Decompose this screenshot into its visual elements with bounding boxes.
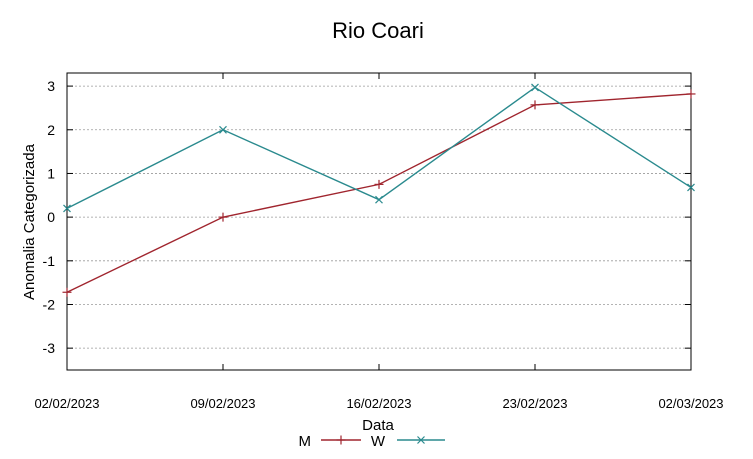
data-point-W: [375, 195, 383, 204]
y-tick-label: 0: [47, 209, 55, 225]
y-tick-label: 2: [47, 122, 55, 138]
y-axis-ticks: -3 -2 -1 0 1 2 3: [43, 78, 691, 356]
x-tick-label: 02/03/2023: [658, 396, 723, 411]
data-point-M: [374, 179, 384, 189]
data-point-W: [219, 125, 227, 134]
data-point-W: [687, 183, 695, 192]
x-tick-label: 23/02/2023: [502, 396, 567, 411]
legend-label-M: M: [299, 433, 312, 450]
data-point-W: [531, 83, 539, 92]
legend-marker-W: [417, 436, 425, 444]
legend-marker-M: [336, 435, 346, 445]
y-tick-label: -3: [43, 340, 56, 356]
series-line-M: [66, 93, 692, 293]
chart-title: Rio Coari: [332, 18, 424, 43]
data-point-M: [218, 212, 228, 222]
data-point-M: [686, 89, 696, 99]
data-point-M: [62, 287, 72, 297]
x-axis-label: Data: [362, 417, 394, 434]
plot-area-border: [66, 72, 692, 371]
y-tick-label: -1: [43, 253, 56, 269]
series-line-W: [66, 86, 692, 210]
data-point-W: [63, 204, 71, 213]
grid-lines: [67, 85, 691, 349]
x-tick-label: 02/02/2023: [34, 396, 99, 411]
y-tick-label: 1: [47, 165, 55, 181]
y-tick-label: 3: [47, 78, 55, 94]
x-tick-label: 09/02/2023: [190, 396, 255, 411]
y-axis-label: Anomalia Categorizada: [21, 143, 38, 300]
x-tick-label: 16/02/2023: [346, 396, 411, 411]
x-axis-ticks: 02/02/2023 09/02/2023 16/02/2023 23/02/2023…: [34, 73, 724, 411]
series-layer: [62, 83, 696, 297]
legend-label-W: W: [371, 433, 386, 450]
data-point-M: [530, 100, 540, 110]
y-tick-label: -2: [43, 296, 56, 312]
